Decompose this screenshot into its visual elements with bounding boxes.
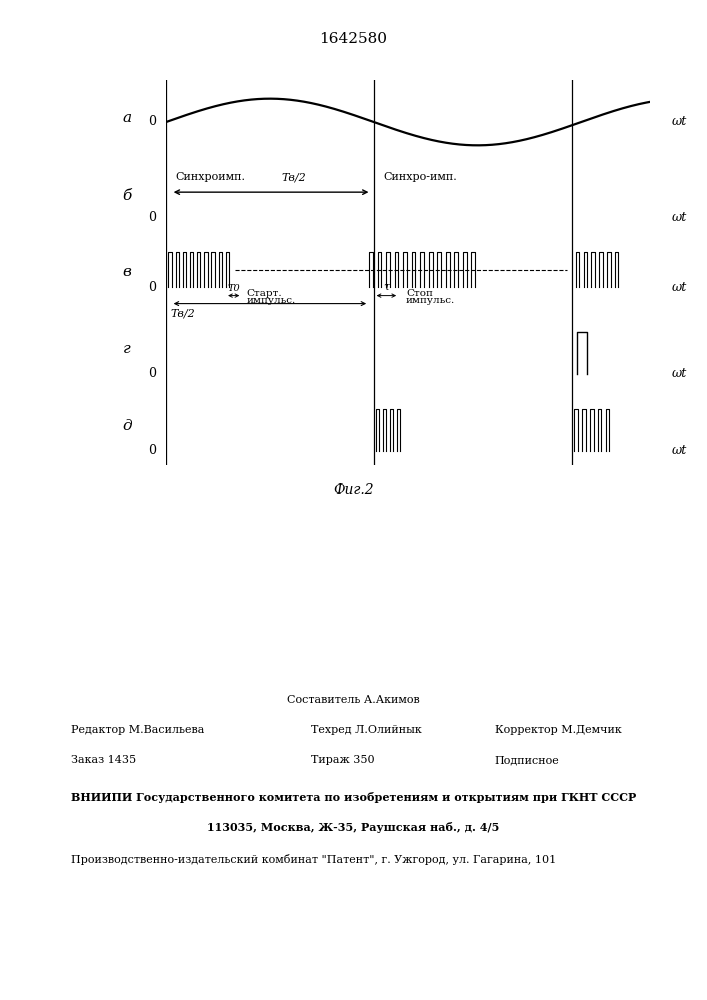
Text: τ: τ: [383, 282, 390, 292]
Text: Техред Л.Олийнык: Техред Л.Олийнык: [311, 725, 422, 735]
Text: Синхроимп.: Синхроимп.: [175, 172, 245, 182]
Text: Фиг.2: Фиг.2: [333, 483, 374, 497]
Text: T0: T0: [228, 284, 240, 293]
Text: 0: 0: [148, 211, 156, 224]
Text: Стоп: Стоп: [406, 289, 433, 298]
Text: б: б: [122, 188, 132, 202]
Text: Тираж 350: Тираж 350: [311, 755, 375, 765]
Text: Tв/2: Tв/2: [171, 309, 196, 319]
Text: 113035, Москва, Ж-35, Раушская наб., д. 4/5: 113035, Москва, Ж-35, Раушская наб., д. …: [207, 822, 500, 833]
Text: ωt: ωt: [671, 115, 686, 128]
Text: 0: 0: [148, 444, 156, 458]
Text: д: д: [122, 419, 132, 433]
Text: г: г: [124, 342, 131, 356]
Text: Подписное: Подписное: [495, 755, 560, 765]
Text: ωt: ωt: [671, 211, 686, 224]
Text: Корректор М.Демчик: Корректор М.Демчик: [495, 725, 621, 735]
Text: 0: 0: [148, 115, 156, 128]
Text: импульс.: импульс.: [406, 296, 455, 305]
Text: ВНИИПИ Государственного комитета по изобретениям и открытиям при ГКНТ СССР: ВНИИПИ Государственного комитета по изоб…: [71, 792, 636, 803]
Text: ωt: ωt: [671, 281, 686, 294]
Text: Синхро-имп.: Синхро-имп.: [383, 172, 457, 182]
Text: Редактор М.Васильева: Редактор М.Васильева: [71, 725, 204, 735]
Text: Составитель А.Акимов: Составитель А.Акимов: [287, 695, 420, 705]
Text: в: в: [123, 265, 132, 279]
Text: импульс.: импульс.: [247, 296, 296, 305]
Text: а: а: [123, 111, 132, 125]
Text: Tв/2: Tв/2: [281, 172, 306, 182]
Text: 0: 0: [148, 281, 156, 294]
Text: 0: 0: [148, 367, 156, 380]
Text: Заказ 1435: Заказ 1435: [71, 755, 136, 765]
Text: Производственно-издательский комбинат "Патент", г. Ужгород, ул. Гагарина, 101: Производственно-издательский комбинат "П…: [71, 854, 556, 865]
Text: Старт.: Старт.: [247, 289, 283, 298]
Text: 1642580: 1642580: [320, 32, 387, 46]
Text: ωt: ωt: [671, 444, 686, 458]
Text: ωt: ωt: [671, 367, 686, 380]
